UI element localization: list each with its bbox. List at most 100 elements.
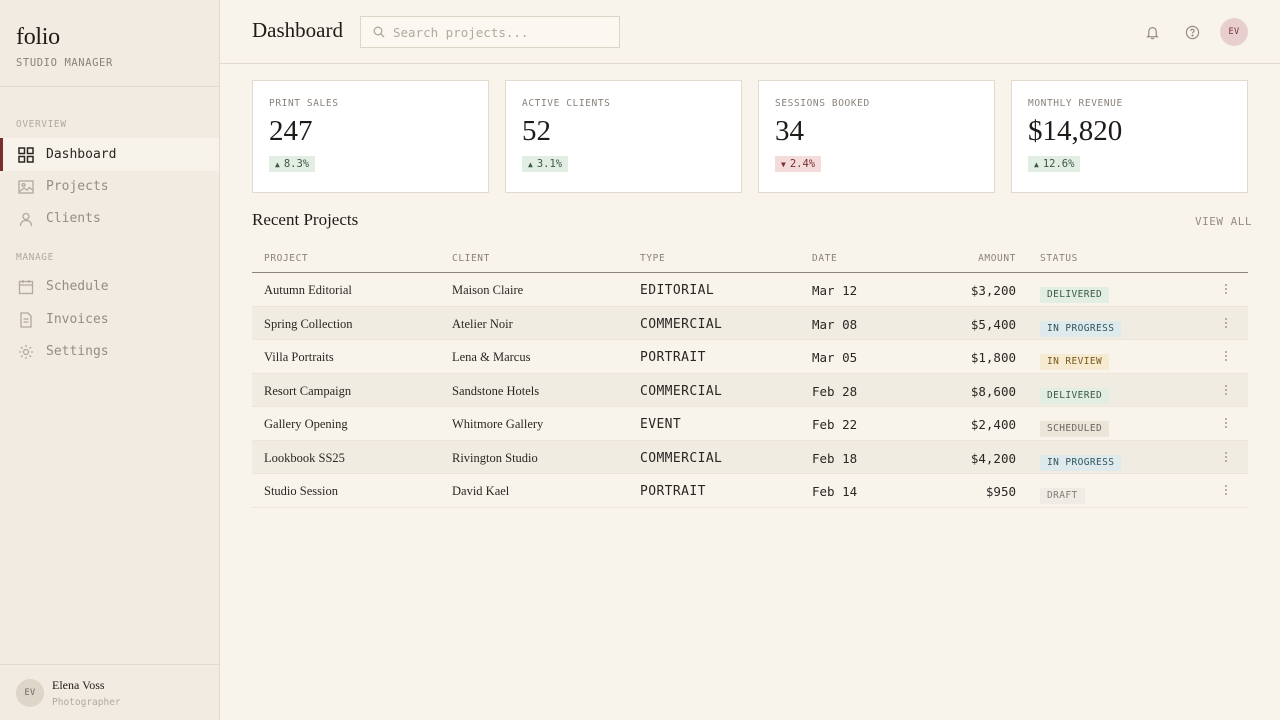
table-row[interactable]: Spring Collection Atelier Noir COMMERCIAL M…: [252, 306, 1248, 340]
more-options-icon[interactable]: [1220, 414, 1232, 432]
stat-card-active-clients: ACTIVE CLIENTS 52 ▲ 3.1%: [505, 80, 742, 193]
project-type: COMMERCIAL: [640, 316, 723, 332]
project-type: COMMERCIAL: [640, 450, 723, 466]
project-amount: $1,800: [970, 350, 1016, 365]
image-icon: [17, 178, 35, 196]
stat-label: ACTIVE CLIENTS: [522, 98, 611, 109]
search-bar[interactable]: [360, 16, 620, 48]
project-name: Studio Session: [264, 484, 338, 498]
sidebar-item-dashboard[interactable]: Dashboard: [0, 138, 219, 171]
status-cell: DELIVERED: [1040, 383, 1110, 404]
status-cell: DELIVERED: [1040, 282, 1110, 303]
table-row[interactable]: Resort Campaign Sandstone Hotels COMMERCIA…: [252, 373, 1248, 407]
app-subtitle: STUDIO MANAGER: [16, 57, 113, 69]
project-type: COMMERCIAL: [640, 383, 723, 399]
client-name: Atelier Noir: [452, 316, 513, 331]
project-type: PORTRAIT: [640, 484, 706, 499]
delta-value: 8.3%: [283, 158, 310, 170]
status-cell: IN PROGRESS: [1040, 316, 1122, 337]
column-header-amount[interactable]: AMOUNT: [978, 253, 1016, 264]
more-options-icon[interactable]: [1220, 280, 1232, 298]
stat-delta: ▼ 2.4%: [775, 156, 822, 172]
sidebar-item-invoices[interactable]: Invoices: [0, 303, 219, 336]
project-amount: $4,200: [970, 450, 1016, 466]
stat-value: 52: [522, 115, 551, 147]
stat-card-monthly-revenue: MONTHLY REVENUE $14,820 ▲ 12.6%: [1011, 80, 1248, 193]
calendar-icon: [17, 278, 35, 296]
app-logo[interactable]: folio: [16, 24, 60, 50]
brand: folio STUDIO MANAGER: [0, 0, 219, 87]
project-name: Gallery Opening: [264, 417, 348, 431]
status-badge: IN PROGRESS: [1040, 320, 1122, 337]
project-date: Feb 14: [812, 484, 858, 499]
project-type: PORTRAIT: [640, 350, 706, 365]
table-row[interactable]: Villa Portraits Lena & Marcus PORTRAIT Mar …: [252, 340, 1248, 374]
more-options-icon[interactable]: [1220, 347, 1232, 365]
table-row[interactable]: Gallery Opening Whitmore Gallery EVENT Feb …: [252, 407, 1248, 441]
sidebar: folio STUDIO MANAGER OVERVIEW Dashboard …: [0, 0, 220, 720]
user-profile[interactable]: EV Elena Voss Photographer: [0, 664, 219, 720]
stat-card-sessions-booked: SESSIONS BOOKED 34 ▼ 2.4%: [758, 80, 995, 193]
document-icon: [17, 311, 35, 329]
bell-icon[interactable]: [1142, 22, 1162, 42]
column-header-status[interactable]: STATUS: [1040, 253, 1078, 264]
sidebar-item-label: Dashboard: [46, 147, 117, 162]
stat-delta: ▲ 3.1%: [522, 156, 569, 172]
view-all-link[interactable]: VIEW ALL: [1195, 215, 1252, 228]
search-input[interactable]: [393, 24, 603, 40]
top-header: Dashboard EV: [220, 0, 1280, 64]
project-amount: $3,200: [970, 283, 1016, 298]
user-avatar[interactable]: EV: [1220, 18, 1248, 46]
project-amount: $8,600: [970, 383, 1016, 399]
table-row[interactable]: Lookbook SS25 Rivington Studio COMMERCIAL F…: [252, 440, 1248, 474]
column-header-type[interactable]: TYPE: [640, 253, 666, 264]
project-date: Mar 08: [812, 316, 858, 332]
project-type: EDITORIAL: [640, 283, 715, 298]
table-header: PROJECT CLIENT TYPE DATE AMOUNT STATUS: [252, 245, 1248, 273]
project-amount: $5,400: [970, 316, 1016, 332]
project-name: Autumn Editorial: [264, 283, 352, 297]
project-amount: $950: [985, 484, 1016, 499]
stat-label: SESSIONS BOOKED: [775, 98, 870, 109]
trend-up-icon: ▲: [1034, 159, 1039, 169]
search-icon: [373, 26, 385, 38]
grid-icon: [17, 146, 35, 164]
project-date: Feb 22: [812, 417, 858, 432]
more-options-icon[interactable]: [1220, 381, 1232, 399]
stat-delta: ▲ 8.3%: [269, 156, 316, 172]
status-cell: SCHEDULED: [1040, 416, 1110, 437]
trend-up-icon: ▲: [275, 159, 280, 169]
user-role: Photographer: [52, 696, 121, 708]
sidebar-item-clients[interactable]: Clients: [0, 202, 219, 235]
column-header-project[interactable]: PROJECT: [264, 253, 309, 264]
stat-label: MONTHLY REVENUE: [1028, 98, 1123, 109]
client-name: Rivington Studio: [452, 450, 538, 465]
sidebar-item-label: Schedule: [46, 279, 109, 294]
status-badge: IN REVIEW: [1040, 354, 1110, 370]
project-amount: $2,400: [970, 417, 1016, 432]
table-row[interactable]: Studio Session David Kael PORTRAIT Feb 14 $9…: [252, 474, 1248, 508]
sidebar-item-label: Invoices: [46, 312, 109, 327]
more-options-icon[interactable]: [1220, 481, 1232, 499]
user-icon: [17, 210, 35, 228]
table-body: Autumn Editorial Maison Claire EDITORIAL Ma…: [252, 273, 1248, 508]
column-header-date[interactable]: DATE: [812, 253, 838, 264]
sidebar-item-settings[interactable]: Settings: [0, 335, 219, 368]
sidebar-item-label: Clients: [46, 211, 101, 226]
more-options-icon[interactable]: [1220, 448, 1232, 466]
table-row[interactable]: Autumn Editorial Maison Claire EDITORIAL Ma…: [252, 273, 1248, 307]
column-header-client[interactable]: CLIENT: [452, 253, 490, 264]
client-name: Lena & Marcus: [452, 350, 531, 364]
sidebar-item-label: Settings: [46, 344, 109, 359]
help-icon[interactable]: [1182, 22, 1202, 42]
sidebar-item-schedule[interactable]: Schedule: [0, 270, 219, 303]
status-badge: DELIVERED: [1040, 287, 1110, 303]
sidebar-item-label: Projects: [46, 179, 109, 194]
user-name: Elena Voss: [52, 677, 105, 692]
client-name: Whitmore Gallery: [452, 417, 544, 431]
delta-value: 3.1%: [536, 158, 563, 170]
more-options-icon[interactable]: [1220, 314, 1232, 332]
sidebar-item-projects[interactable]: Projects: [0, 170, 219, 203]
project-date: Feb 18: [812, 450, 858, 466]
project-type: EVENT: [640, 417, 682, 432]
